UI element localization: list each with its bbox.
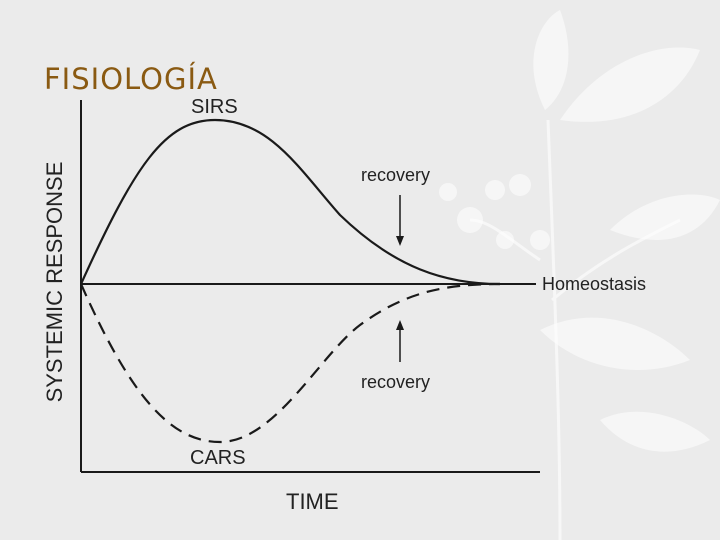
- y-axis-label: SYSTEMIC RESPONSE: [42, 162, 67, 403]
- cars-label: CARS: [190, 447, 246, 469]
- recovery-arrow-top: [396, 195, 404, 246]
- cars-curve: [79, 282, 501, 444]
- sirs-curve: [79, 118, 501, 286]
- background-stems-decoration: [469, 119, 681, 540]
- sirs-label: SIRS: [191, 96, 238, 118]
- slide-title: FISIOLOGÍA: [44, 62, 218, 96]
- recovery-label-top: recovery: [361, 165, 430, 185]
- recovery-label-bottom: recovery: [361, 372, 430, 392]
- recovery-arrow-bottom: [396, 320, 404, 362]
- homeostasis-label: Homeostasis: [542, 274, 646, 294]
- x-axis-label: TIME: [286, 489, 339, 514]
- diagram: SIRS CARS recovery recovery Homeostasis …: [42, 96, 646, 514]
- background-foliage-decoration: [439, 10, 720, 452]
